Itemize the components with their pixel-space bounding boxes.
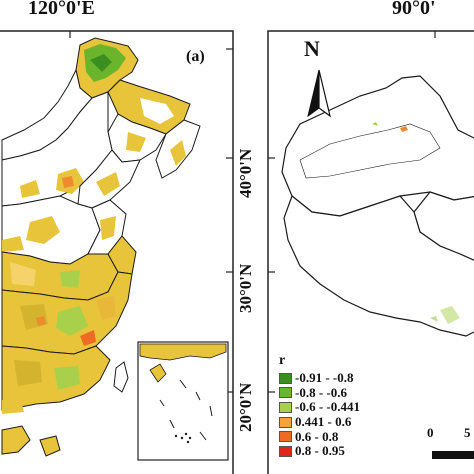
right-map-frame <box>267 30 474 474</box>
legend-label: -0.91 - -0.8 <box>295 370 354 386</box>
panel-label-a: (a) <box>186 48 205 65</box>
north-arrow-label: N <box>304 36 320 61</box>
legend: -0.91 - -0.8 -0.8 - -0.6 -0.6 - -0.441 0… <box>279 370 360 459</box>
left-lat-20: 20°0'N <box>236 382 255 432</box>
legend-swatch <box>279 387 292 399</box>
legend-label: 0.8 - 0.95 <box>295 443 345 459</box>
legend-swatch <box>279 445 292 457</box>
scale-bar <box>432 451 474 459</box>
legend-title: r <box>279 353 286 368</box>
left-lat-40: 40°0'N <box>236 148 255 198</box>
legend-label: -0.8 - -0.6 <box>295 384 347 400</box>
legend-item: 0.8 - 0.95 <box>279 443 360 459</box>
legend-item: 0.6 - 0.8 <box>279 429 360 444</box>
left-top-longitude: 120°0'E <box>28 0 95 19</box>
right-map-regions <box>281 75 474 337</box>
legend-swatch <box>279 431 292 443</box>
scale-label-5: 5 <box>464 425 471 440</box>
legend-swatch <box>279 416 292 428</box>
legend-swatch <box>279 401 292 413</box>
legend-item: 0.441 - 0.6 <box>279 414 360 430</box>
legend-label: 0.6 - 0.8 <box>295 428 339 444</box>
scale-label-0: 0 <box>427 425 434 440</box>
left-lat-30: 30°0'N <box>236 263 255 313</box>
legend-label: 0.441 - 0.6 <box>295 414 352 430</box>
south-china-sea-inset <box>137 341 229 461</box>
left-map-frame <box>0 30 234 474</box>
legend-label: -0.6 - -0.441 <box>295 399 360 415</box>
legend-item: -0.91 - -0.8 <box>279 370 360 386</box>
legend-swatch <box>279 372 292 384</box>
north-arrow-icon <box>307 69 331 118</box>
right-top-longitude: 90°0' <box>392 0 436 19</box>
legend-item: -0.6 - -0.441 <box>279 399 360 415</box>
legend-item: -0.8 - -0.6 <box>279 384 360 401</box>
left-map-regions <box>1 37 201 457</box>
